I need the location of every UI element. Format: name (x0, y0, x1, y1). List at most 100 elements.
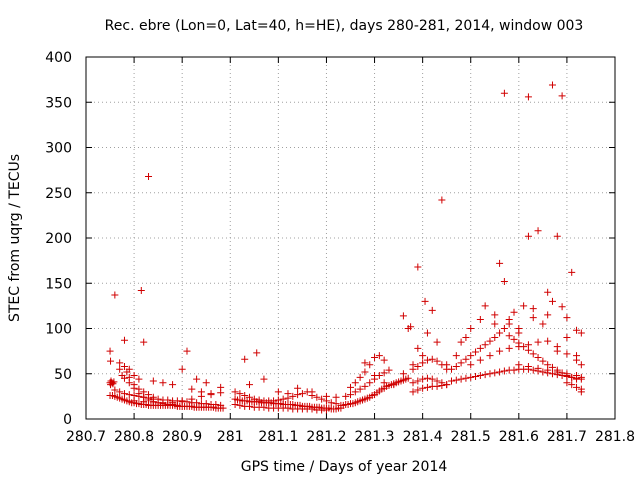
data-point (563, 379, 571, 387)
data-point (515, 361, 523, 369)
data-point (106, 347, 114, 355)
data-point (409, 365, 417, 373)
data-point (361, 368, 369, 376)
data-point (212, 401, 220, 409)
data-point (202, 400, 210, 408)
y-tick-label: 350 (45, 95, 72, 111)
data-point (573, 383, 581, 391)
data-point (529, 305, 537, 313)
data-point (409, 388, 417, 396)
data-point (183, 347, 191, 355)
data-point (472, 348, 480, 356)
data-point (510, 335, 518, 343)
data-point (366, 361, 374, 369)
y-tick-label: 200 (45, 231, 72, 247)
data-point (520, 302, 528, 310)
plot-frame (85, 56, 616, 420)
data-point (109, 380, 117, 388)
data-point (260, 403, 268, 411)
data-point (347, 383, 354, 391)
data-point (351, 388, 359, 396)
x-tick-label: 281 (217, 429, 244, 445)
data-point (563, 370, 571, 378)
data-point (505, 320, 513, 328)
x-tick-label: 281.3 (354, 429, 394, 445)
data-point (563, 350, 571, 358)
y-tick-label: 150 (45, 276, 72, 292)
data-point (217, 401, 225, 409)
data-point (414, 377, 422, 385)
data-point (145, 391, 153, 399)
data-point (120, 363, 128, 371)
data-point (558, 369, 566, 377)
data-point (371, 372, 379, 380)
data-point (135, 375, 143, 383)
data-point (135, 385, 143, 393)
data-point (476, 356, 484, 364)
data-point (193, 399, 201, 407)
data-point (313, 393, 321, 401)
data-point (553, 368, 561, 376)
data-point (568, 373, 576, 381)
data-point (534, 227, 542, 235)
data-point (500, 367, 508, 375)
data-point (457, 359, 465, 367)
data-point (423, 356, 431, 364)
data-point (169, 399, 177, 407)
data-point (385, 366, 393, 374)
data-point (250, 395, 258, 403)
data-point (169, 381, 177, 389)
data-point (467, 352, 475, 360)
x-tick-label: 281.2 (306, 429, 346, 445)
data-point (515, 325, 523, 332)
data-point (496, 347, 504, 355)
data-point (318, 395, 326, 403)
data-point (322, 406, 330, 414)
data-point (510, 366, 518, 374)
data-point (375, 352, 383, 360)
data-point (553, 232, 561, 240)
x-tick-label: 281.4 (403, 429, 443, 445)
data-point (173, 401, 181, 409)
data-point (539, 320, 547, 328)
data-point (351, 379, 359, 387)
data-point (107, 357, 115, 365)
chart-title: Rec. ebre (Lon=0, Lat=40, h=HE), days 28… (105, 18, 584, 34)
data-point (467, 373, 475, 381)
data-point (452, 376, 460, 384)
data-point (188, 395, 196, 403)
data-point (140, 338, 148, 346)
data-point (524, 93, 532, 101)
data-point (529, 314, 537, 322)
data-point (573, 326, 581, 334)
data-point (496, 368, 504, 376)
y-tick-label: 100 (45, 322, 72, 338)
data-point (116, 388, 124, 396)
data-point (491, 334, 499, 342)
data-point (524, 232, 532, 240)
data-point (130, 372, 138, 380)
data-point (428, 306, 436, 314)
data-point (548, 297, 556, 305)
data-point (371, 353, 379, 361)
data-point (125, 365, 133, 373)
y-tick-label: 0 (63, 412, 72, 428)
y-tick-label: 300 (45, 141, 72, 157)
data-point (414, 363, 422, 371)
data-point (553, 347, 561, 355)
data-point (568, 268, 576, 276)
data-point (145, 172, 153, 180)
data-point (486, 370, 494, 378)
data-point (327, 399, 335, 407)
data-point (423, 383, 431, 391)
data-point (253, 349, 261, 357)
data-point (563, 314, 571, 322)
data-point (548, 81, 556, 89)
data-point (298, 390, 306, 398)
data-point (539, 368, 547, 376)
data-point (539, 357, 547, 365)
x-tick-label: 280.8 (114, 429, 154, 445)
data-point (108, 379, 116, 387)
data-point (255, 396, 263, 404)
data-points (106, 81, 585, 414)
